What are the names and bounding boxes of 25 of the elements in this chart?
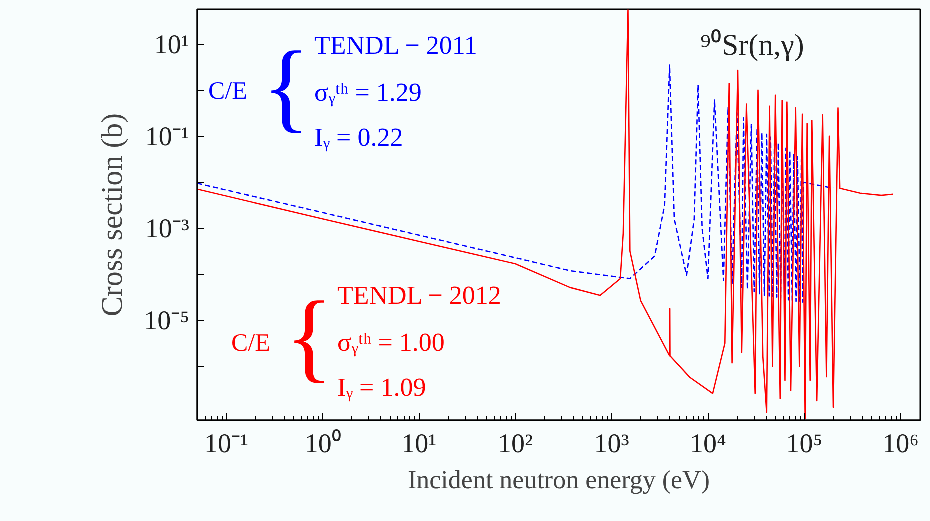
series-label: TENDL − 2012 xyxy=(338,281,502,310)
x-tick-label: 10⁻¹ xyxy=(204,428,249,458)
x-tick-label: 10⁴ xyxy=(690,428,726,458)
annotation: σᵧᵗʰ = 1.29 xyxy=(314,78,422,107)
y-tick-label: 10⁻¹ xyxy=(145,121,190,152)
y-tick-label: 10⁻³ xyxy=(145,214,190,244)
annotation: { xyxy=(262,31,310,142)
x-axis-title: Incident neutron energy (eV) xyxy=(408,466,710,494)
x-tick-label: 10² xyxy=(498,428,534,458)
annotation: Iᵧ = 0.22 xyxy=(314,123,404,152)
x-tick-label: 10⁰ xyxy=(304,428,341,458)
y-axis-title: Cross section (b) xyxy=(96,113,130,317)
text: TENDL − 2011 xyxy=(314,31,478,60)
annotation: σᵧᵗʰ = 1.00 xyxy=(338,328,445,357)
y-tick-label: 10¹ xyxy=(154,29,190,60)
annotation: ⁹⁰Sr(n,γ) xyxy=(700,29,804,62)
annotation: C/E xyxy=(208,78,248,105)
x-tick-label: 10³ xyxy=(594,428,630,458)
x-tick-label: 10¹ xyxy=(402,428,437,458)
annotation: Iᵧ = 1.09 xyxy=(338,373,426,402)
annotation: C/E xyxy=(232,330,270,357)
y-tick-label: 10⁻⁵ xyxy=(144,306,190,336)
x-tick-label: 10⁵ xyxy=(786,428,823,458)
annotation: { xyxy=(286,281,334,392)
x-tick-label: 10⁶ xyxy=(882,428,920,458)
